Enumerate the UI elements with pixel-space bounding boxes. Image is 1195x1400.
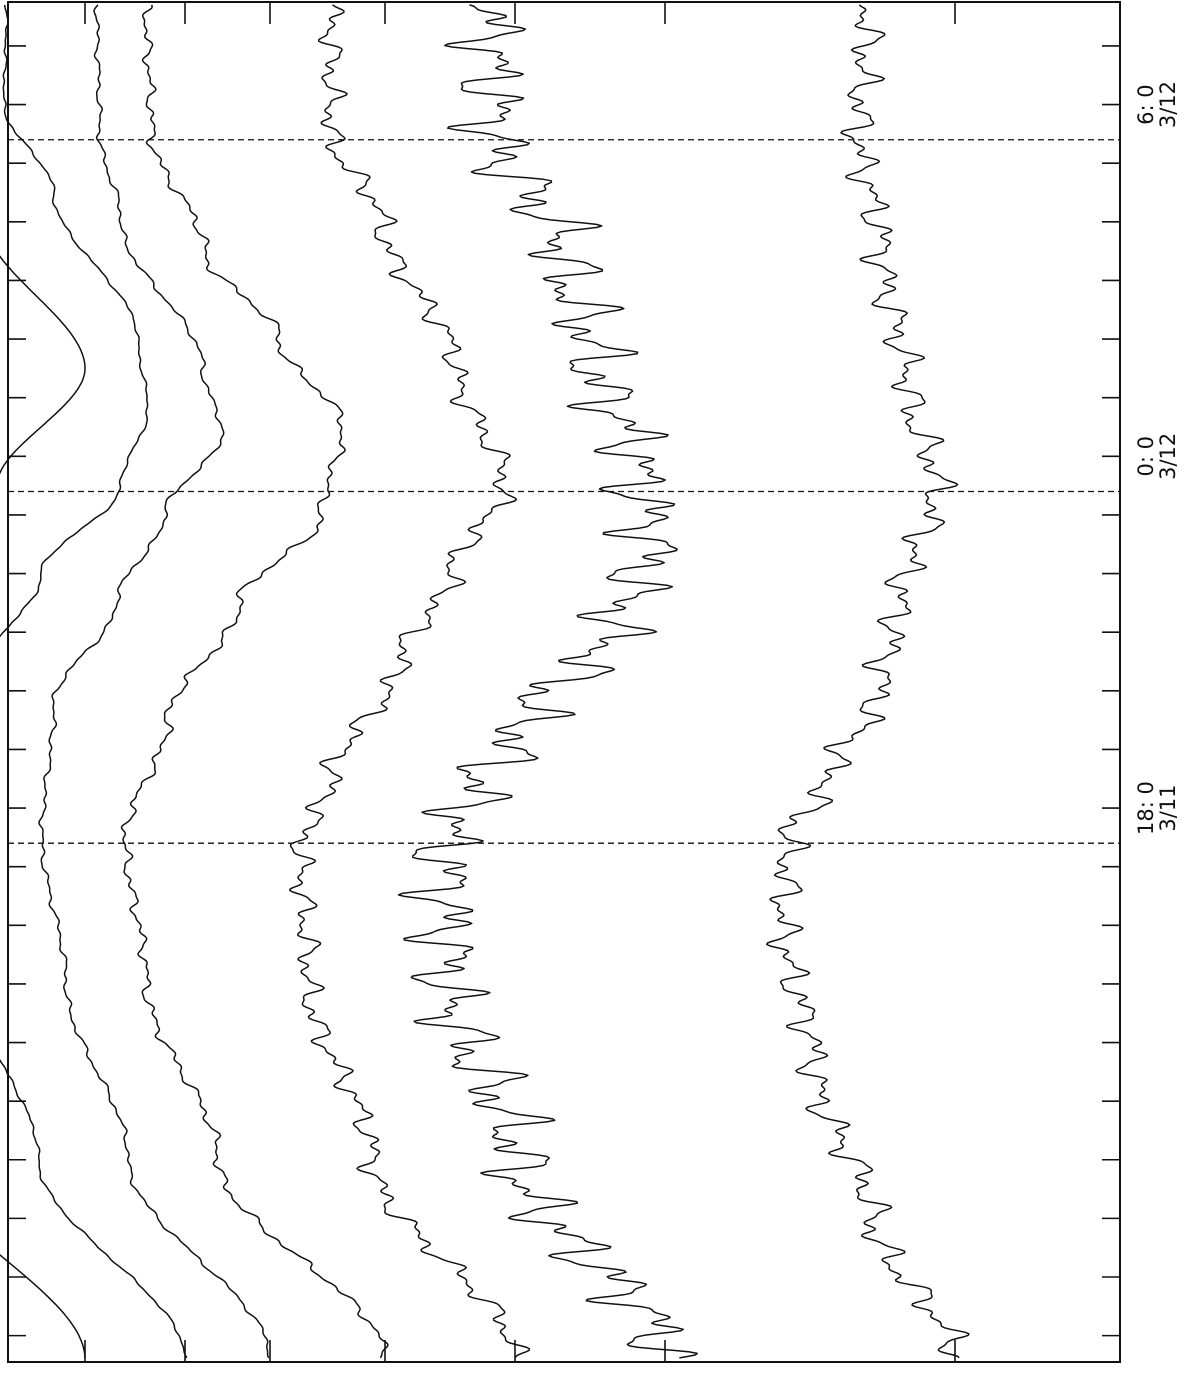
tick-label-date: 3/12 (1156, 433, 1180, 480)
trace-3 (38, 4, 270, 1359)
tick-label-1: 0: 03/12 (1134, 433, 1180, 480)
x-tick-labels: 18: 03/110: 03/126: 03/12 (1134, 81, 1180, 835)
minor-ticks (8, 45, 1120, 1337)
trace-series-group (0, 4, 970, 1359)
trace-2 (0, 4, 188, 1359)
trace-1 (0, 255, 86, 1358)
trace-4 (120, 4, 389, 1359)
plot-frame (7, 1, 1121, 1363)
tick-label-date: 3/12 (1156, 81, 1180, 128)
dashed-reference-lines (8, 139, 1120, 844)
series-baseline-ticks (84, 2, 956, 1362)
trace-6 (397, 4, 698, 1359)
trace-5 (289, 4, 531, 1359)
tick-label-time: 6: 0 (1134, 84, 1158, 124)
tick-label-2: 6: 03/12 (1134, 81, 1180, 128)
tick-label-0: 18: 03/11 (1134, 781, 1180, 835)
trace-7 (766, 4, 970, 1359)
tick-label-date: 3/11 (1156, 784, 1180, 831)
tick-label-time: 18: 0 (1134, 781, 1158, 835)
tick-label-time: 0: 0 (1134, 436, 1158, 476)
